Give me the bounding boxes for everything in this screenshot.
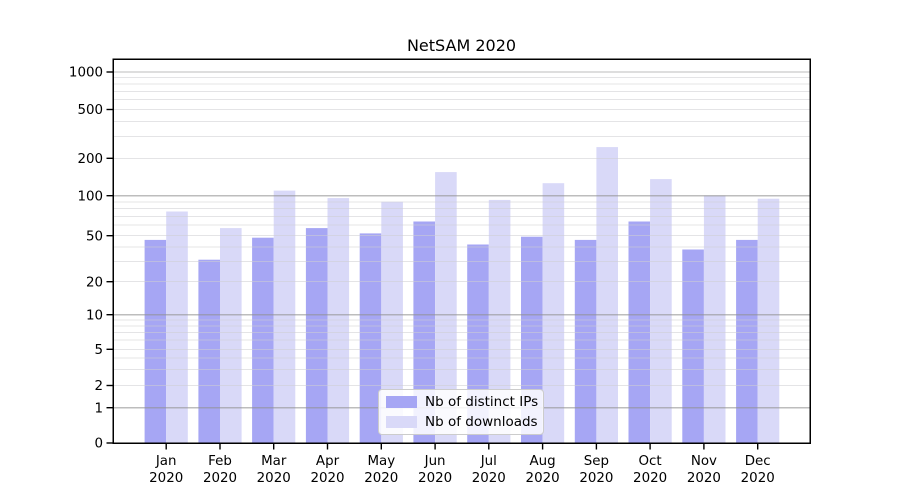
y-axis: 0 1 2 5 10 20 50 100 200 500 1000 bbox=[69, 66, 113, 452]
legend-item-downloads: Nb of downloads bbox=[386, 414, 543, 430]
x-tick-label-month: Mar bbox=[261, 454, 287, 469]
x-tick-label-year: 2020 bbox=[472, 471, 506, 486]
x-tick-label-year: 2020 bbox=[149, 471, 183, 486]
legend-swatch-distinct-ips bbox=[386, 396, 417, 408]
x-tick-label-month: Jan bbox=[155, 454, 177, 469]
y-tick-label: 1 bbox=[94, 401, 103, 416]
legend-label-distinct-ips: Nb of distinct IPs bbox=[425, 394, 539, 410]
y-tick-label: 2 bbox=[94, 379, 103, 394]
x-tick-label-year: 2020 bbox=[687, 471, 721, 486]
x-tick-label-year: 2020 bbox=[203, 471, 237, 486]
bar-apr-1 bbox=[327, 198, 350, 443]
bar-oct-1 bbox=[650, 179, 672, 443]
chart-title: NetSAM 2020 bbox=[406, 36, 517, 55]
x-tick-label-year: 2020 bbox=[526, 471, 560, 486]
legend-item-distinct-ips: Nb of distinct IPs bbox=[386, 394, 543, 410]
x-tick-label-month: Dec bbox=[745, 454, 771, 469]
x-tick-label-month: May bbox=[367, 454, 395, 469]
bar-jan-0 bbox=[144, 239, 167, 443]
bar-may-0 bbox=[359, 233, 382, 443]
bar-feb-0 bbox=[198, 259, 220, 443]
x-axis: Jan 2020 Feb 2020 Mar 2020 Apr 2020 May 2020 Jun 20… bbox=[149, 443, 775, 486]
legend: Nb of distinct IPs Nb of downloads bbox=[378, 389, 544, 435]
bar-feb-1 bbox=[220, 228, 242, 443]
y-tick-label: 500 bbox=[77, 103, 103, 118]
y-tick-label: 0 bbox=[94, 437, 103, 452]
y-tick-label: 1000 bbox=[69, 66, 103, 81]
x-tick-label-month: Apr bbox=[316, 454, 340, 469]
x-tick-label-year: 2020 bbox=[741, 471, 775, 486]
x-tick-label-month: Feb bbox=[208, 454, 232, 469]
y-tick-label: 5 bbox=[94, 343, 103, 358]
bar-sep-1 bbox=[596, 147, 618, 443]
x-tick-label-year: 2020 bbox=[257, 471, 291, 486]
legend-label-downloads: Nb of downloads bbox=[425, 414, 538, 430]
x-tick-label-month: Aug bbox=[530, 454, 556, 469]
y-tick-label: 200 bbox=[77, 152, 103, 167]
y-tick-label: 50 bbox=[86, 229, 103, 244]
x-tick-label-year: 2020 bbox=[418, 471, 452, 486]
x-tick-label-year: 2020 bbox=[579, 471, 613, 486]
x-tick-label-month: Oct bbox=[639, 454, 662, 469]
y-tick-label: 10 bbox=[86, 308, 103, 323]
legend-swatch-downloads bbox=[386, 416, 417, 428]
bar-mar-1 bbox=[273, 190, 296, 443]
x-tick-label-month: Sep bbox=[584, 454, 609, 469]
bar-nov-0 bbox=[682, 249, 704, 443]
plot-border bbox=[112, 58, 811, 444]
bar-dec-1 bbox=[757, 198, 780, 443]
bar-apr-0 bbox=[305, 228, 328, 443]
x-tick-label-month: Jul bbox=[480, 454, 497, 469]
bar-dec-0 bbox=[736, 239, 758, 443]
y-tick-label: 100 bbox=[77, 189, 103, 204]
x-tick-label-year: 2020 bbox=[310, 471, 344, 486]
bar-nov-1 bbox=[703, 195, 726, 443]
bar-may-1 bbox=[381, 201, 403, 443]
x-tick-label-month: Nov bbox=[691, 454, 717, 469]
bar-aug-1 bbox=[542, 183, 565, 443]
y-tick-label: 20 bbox=[86, 275, 103, 290]
x-tick-label-year: 2020 bbox=[633, 471, 667, 486]
bar-jun-1 bbox=[435, 172, 457, 443]
bar-sep-0 bbox=[574, 239, 597, 443]
x-tick-label-month: Jun bbox=[424, 454, 446, 469]
bar-jul-1 bbox=[488, 199, 511, 443]
x-tick-label-year: 2020 bbox=[364, 471, 398, 486]
minor-gridlines bbox=[113, 77, 810, 386]
